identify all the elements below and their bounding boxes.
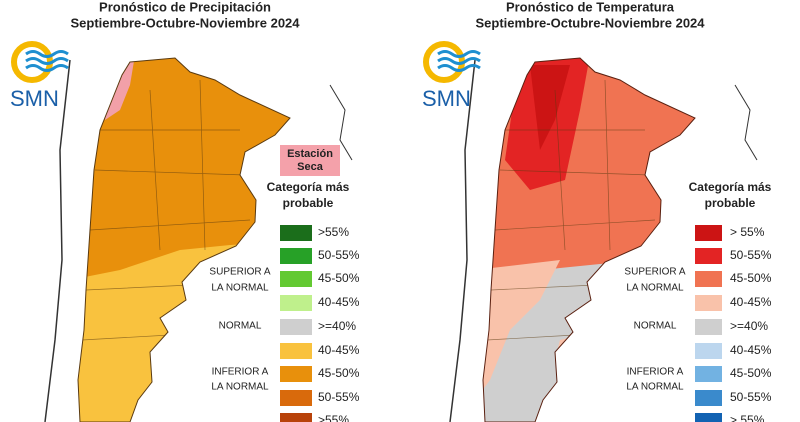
- legend-label: >=40%: [318, 319, 356, 333]
- legend-label: > 55%: [730, 413, 765, 422]
- chile-coast: [449, 59, 476, 422]
- chile-coast: [44, 59, 71, 422]
- map: [78, 58, 290, 422]
- precip-panel: Pronóstico de PrecipitaciónSeptiembre-Oc…: [10, 0, 360, 422]
- legend-label: 45-50%: [730, 271, 772, 285]
- dry-season-label: Estación Seca: [287, 148, 333, 173]
- legend-label: >55%: [318, 225, 349, 239]
- legend-swatch: [280, 390, 312, 406]
- legend-label: 40-45%: [730, 295, 772, 309]
- legend-label: >=40%: [730, 319, 768, 333]
- group-label: NORMAL: [219, 321, 262, 332]
- logo-text: SMN: [10, 86, 59, 111]
- logo-wave: [437, 57, 481, 65]
- title: Pronóstico de Precipitación: [99, 0, 271, 14]
- legend-swatch: [695, 366, 722, 382]
- neighbor-border: [734, 84, 758, 161]
- group-label: LA NORMAL: [211, 283, 269, 294]
- legend-swatch: [280, 225, 312, 241]
- legend-title: Categoría más: [267, 180, 350, 194]
- legend-swatch: [280, 248, 312, 264]
- logo-wave: [25, 57, 69, 65]
- title: Pronóstico de Temperatura: [506, 0, 675, 14]
- legend-label: 40-45%: [318, 295, 360, 309]
- legend-title: probable: [283, 196, 334, 210]
- group-label: INFERIOR A: [627, 367, 684, 378]
- group-label: LA NORMAL: [626, 283, 684, 294]
- logo-wave: [25, 64, 69, 72]
- legend-swatch: [280, 295, 312, 311]
- legend-swatch: [280, 343, 312, 359]
- logo-wave: [25, 50, 69, 58]
- legend-label: 45-50%: [318, 366, 360, 380]
- legend-title: probable: [705, 196, 756, 210]
- legend-label: 50-55%: [730, 248, 772, 262]
- dry-season-swatch: [280, 145, 340, 176]
- legend-swatch: [695, 413, 722, 422]
- group-label: NORMAL: [634, 321, 677, 332]
- group-label: SUPERIOR A: [209, 267, 270, 278]
- legend-swatch: [280, 413, 312, 422]
- legend-swatch: [280, 319, 312, 335]
- group-label: LA NORMAL: [211, 382, 269, 393]
- subtitle: Septiembre-Octubre-Noviembre 2024: [475, 15, 705, 30]
- legend-swatch: [695, 319, 722, 335]
- legend-label: >55%: [318, 413, 349, 422]
- logo-wave: [437, 64, 481, 72]
- legend-swatch: [695, 225, 722, 241]
- group-label: INFERIOR A: [212, 367, 269, 378]
- legend-swatch: [695, 248, 722, 264]
- legend-label: > 55%: [730, 225, 765, 239]
- legend-label: 40-45%: [730, 343, 772, 357]
- subtitle: Septiembre-Octubre-Noviembre 2024: [70, 15, 300, 30]
- legend-swatch: [280, 271, 312, 287]
- legend-label: 40-45%: [318, 343, 360, 357]
- legend-swatch: [695, 295, 722, 311]
- legend-label: 50-55%: [318, 390, 360, 404]
- legend-swatch: [695, 271, 722, 287]
- logo-text: SMN: [422, 86, 471, 111]
- temp-panel: Pronóstico de TemperaturaSeptiembre-Octu…: [422, 0, 772, 422]
- group-label: LA NORMAL: [626, 382, 684, 393]
- legend-swatch: [695, 343, 722, 359]
- legend-label: 50-55%: [318, 248, 360, 262]
- legend-swatch: [695, 390, 722, 406]
- legend-swatch: [280, 366, 312, 382]
- logo-wave: [437, 50, 481, 58]
- legend-label: 50-55%: [730, 390, 772, 404]
- group-label: SUPERIOR A: [624, 267, 685, 278]
- legend-label: 45-50%: [730, 366, 772, 380]
- neighbor-border: [329, 84, 353, 161]
- legend-label: 45-50%: [318, 271, 360, 285]
- legend-title: Categoría más: [689, 180, 772, 194]
